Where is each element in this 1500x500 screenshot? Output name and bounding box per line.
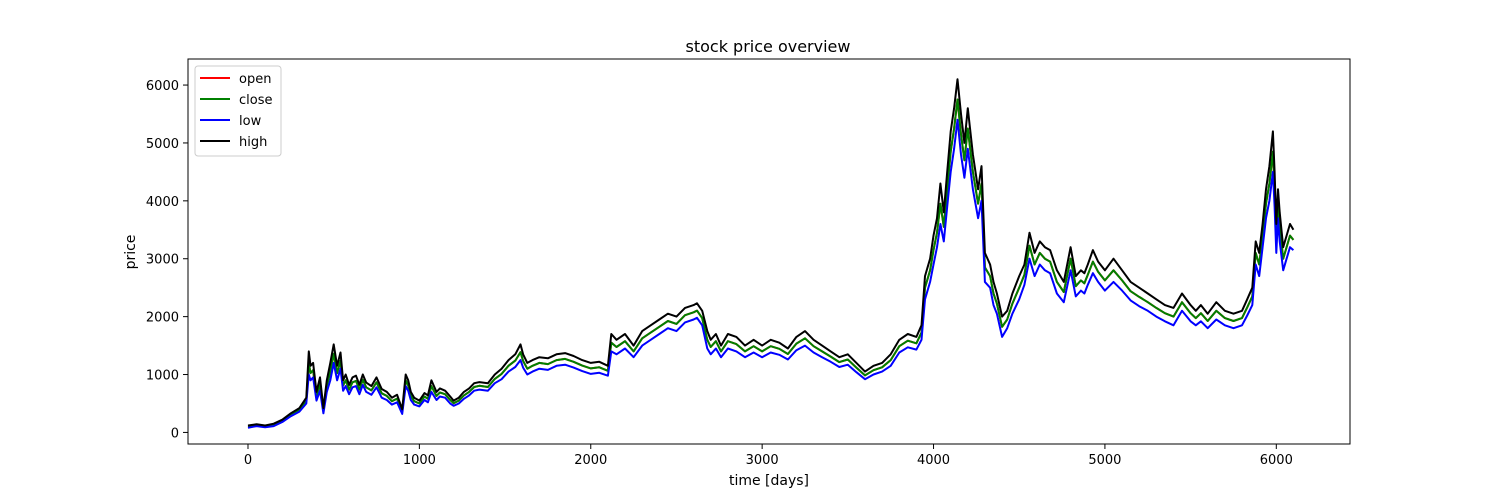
x-tick-label: 5000 (1088, 453, 1121, 468)
series-line-high (247, 78, 1295, 427)
y-tick-label: 1000 (146, 369, 179, 384)
x-tick-label: 6000 (1260, 453, 1293, 468)
x-tick-label: 1000 (403, 453, 436, 468)
y-axis: 0 1000 2000 3000 4000 5000 6000 (146, 79, 188, 441)
legend-label-low: low (239, 114, 262, 129)
x-axis-label: time [days] (729, 473, 809, 489)
y-tick-label: 0 (171, 426, 179, 441)
axes-frame (187, 58, 1351, 445)
y-tick-label: 2000 (146, 311, 179, 326)
legend: open close low high (194, 65, 282, 157)
x-tick-label: 3000 (746, 453, 779, 468)
y-tick-label: 3000 (146, 253, 179, 268)
x-tick-label: 2000 (574, 453, 607, 468)
y-tick-label: 4000 (146, 195, 179, 210)
series-line-close (247, 98, 1295, 428)
series-line-low (247, 118, 1295, 429)
plot-area (187, 58, 1351, 445)
y-tick-label: 6000 (146, 79, 179, 94)
x-tick-label: 0 (244, 453, 252, 468)
y-tick-label: 5000 (146, 137, 179, 152)
legend-label-close: close (239, 93, 272, 108)
series-layer (247, 78, 1295, 429)
chart-title: stock price overview (686, 37, 851, 56)
x-axis: 0 1000 2000 3000 4000 5000 6000 (244, 444, 1293, 468)
legend-box (194, 65, 282, 157)
x-tick-label: 4000 (917, 453, 950, 468)
legend-label-high: high (239, 135, 267, 150)
legend-label-open: open (239, 72, 271, 87)
y-axis-label: price (123, 235, 139, 270)
